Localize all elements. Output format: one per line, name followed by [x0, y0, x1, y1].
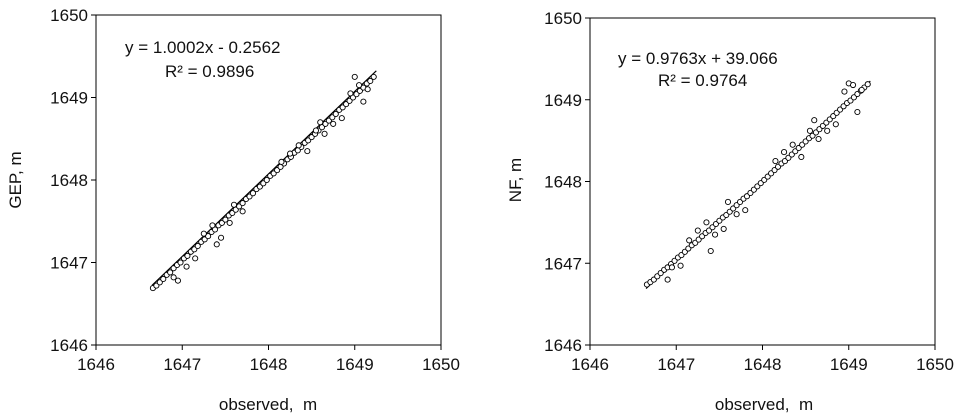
- data-point: [160, 275, 167, 283]
- data-point: [209, 222, 216, 229]
- data-point: [724, 198, 732, 205]
- data-point: [824, 127, 831, 134]
- x-tick-label: 1649: [336, 355, 374, 374]
- y-axis-label: NF, m: [506, 158, 525, 202]
- scatter-marks: [643, 80, 871, 290]
- data-point: [367, 77, 374, 85]
- data-point: [742, 207, 749, 214]
- x-tick-label: 1650: [422, 355, 460, 374]
- data-point: [351, 73, 358, 80]
- x-tick-label: 1648: [250, 355, 288, 374]
- data-point: [781, 149, 788, 156]
- data-point: [278, 158, 285, 165]
- x-tick-label: 1649: [830, 355, 868, 374]
- data-point: [226, 219, 233, 226]
- data-point: [200, 230, 207, 237]
- data-point: [321, 130, 328, 137]
- data-point: [356, 82, 363, 89]
- data-point: [170, 274, 177, 281]
- data-point: [668, 264, 675, 271]
- chart-nf-vs-observed: y = 0.9763x + 39.066 R² = 0.9764 observe…: [506, 9, 954, 414]
- data-point: [304, 148, 311, 155]
- data-point: [686, 237, 693, 244]
- data-point: [192, 255, 199, 262]
- data-point: [703, 219, 710, 226]
- data-point: [184, 252, 191, 259]
- chart-gep-vs-observed: y = 1.0002x - 0.2562 R² = 0.9896 observe…: [6, 6, 460, 414]
- data-point: [347, 90, 354, 97]
- data-point: [811, 117, 818, 124]
- data-point: [707, 247, 714, 255]
- data-point: [194, 242, 201, 250]
- x-tick-label: 1648: [744, 355, 782, 374]
- y-tick-label: 1647: [50, 254, 88, 273]
- x-tick-label: 1647: [657, 355, 695, 374]
- x-tick-label: 1647: [163, 355, 201, 374]
- x-tick-label: 1646: [571, 355, 609, 374]
- y-tick-label: 1647: [544, 254, 582, 273]
- data-point: [183, 263, 190, 270]
- data-point: [295, 142, 302, 149]
- data-point: [677, 262, 684, 269]
- data-point: [694, 227, 701, 234]
- y-tick-label: 1648: [50, 171, 88, 190]
- data-point: [360, 98, 367, 105]
- data-point: [664, 276, 671, 283]
- y-tick-label: 1650: [50, 6, 88, 25]
- regression-equation: y = 1.0002x - 0.2562: [125, 38, 280, 57]
- data-point: [720, 225, 727, 232]
- data-point: [177, 259, 184, 266]
- y-tick-label: 1649: [544, 91, 582, 110]
- x-tick-label: 1646: [77, 355, 115, 374]
- x-tick-label: 1650: [916, 355, 954, 374]
- data-point: [864, 81, 871, 88]
- data-point: [222, 216, 229, 223]
- y-tick-label: 1646: [50, 336, 88, 355]
- data-point: [239, 208, 246, 215]
- data-point: [174, 277, 181, 284]
- data-point: [772, 158, 779, 165]
- data-point: [239, 200, 246, 207]
- scatter-marks: [149, 70, 377, 292]
- data-point: [218, 234, 225, 241]
- y-tick-label: 1646: [544, 336, 582, 355]
- regression-equation: y = 0.9763x + 39.066: [618, 49, 778, 68]
- data-point: [733, 211, 740, 218]
- data-point: [854, 108, 861, 116]
- data-point: [332, 110, 339, 118]
- data-point: [370, 73, 377, 80]
- data-point: [263, 176, 270, 184]
- r-squared: R² = 0.9764: [658, 71, 747, 90]
- data-point: [850, 81, 857, 89]
- y-tick-label: 1650: [544, 9, 582, 28]
- data-point: [858, 86, 865, 93]
- y-tick-label: 1649: [50, 89, 88, 108]
- data-point: [364, 86, 371, 93]
- data-point: [832, 121, 839, 128]
- data-point: [167, 269, 174, 276]
- x-axis-label: observed, m: [219, 395, 317, 414]
- data-point: [789, 141, 796, 148]
- x-axis-label: observed, m: [715, 395, 813, 414]
- data-point: [230, 201, 238, 208]
- data-point: [806, 127, 813, 134]
- data-point: [312, 127, 319, 134]
- data-point: [841, 88, 848, 95]
- y-tick-label: 1648: [544, 173, 582, 192]
- y-axis-label: GEP, m: [6, 151, 25, 208]
- data-point: [815, 135, 822, 143]
- data-point: [213, 241, 220, 248]
- r-squared: R² = 0.9896: [165, 62, 254, 81]
- data-point: [287, 150, 294, 157]
- data-point: [798, 153, 805, 161]
- data-point: [712, 231, 719, 238]
- data-point: [330, 120, 337, 127]
- data-point: [249, 190, 257, 197]
- data-point: [338, 115, 345, 122]
- data-point: [317, 119, 324, 126]
- trend-line: [151, 70, 377, 286]
